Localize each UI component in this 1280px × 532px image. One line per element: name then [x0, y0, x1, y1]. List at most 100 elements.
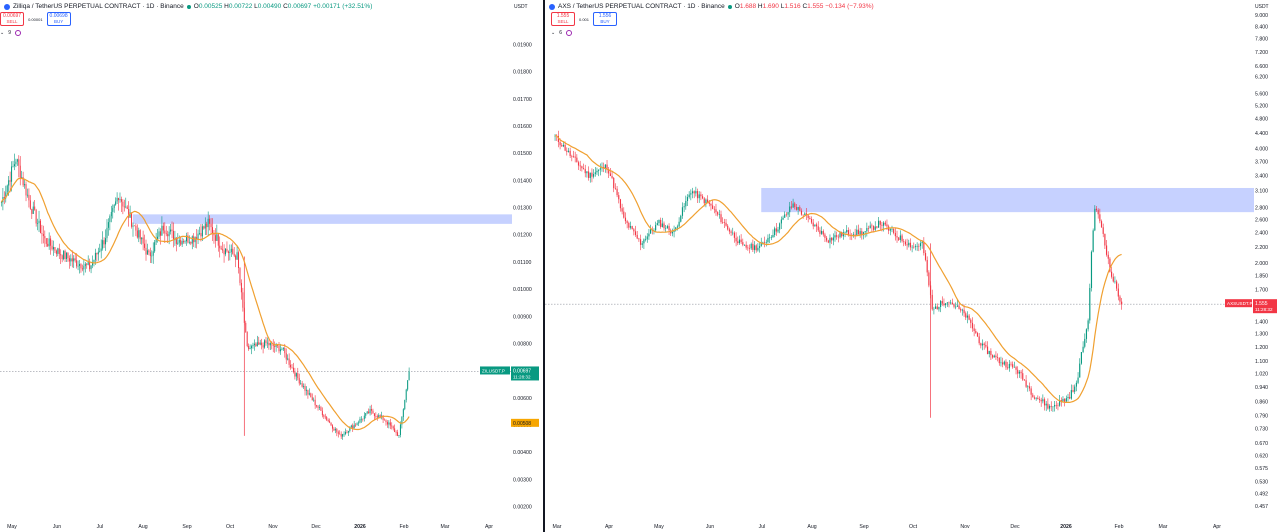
buy-button[interactable]: 1.556 BUY [593, 12, 618, 26]
candle [170, 229, 172, 232]
candle [1109, 258, 1111, 272]
candle [145, 247, 147, 255]
indicator-chevron-icon[interactable]: ⌄ [0, 30, 5, 36]
candle [764, 241, 766, 243]
candle [47, 243, 49, 247]
candle [31, 208, 33, 214]
candle [190, 241, 192, 244]
candle [291, 367, 293, 368]
candle [346, 432, 348, 433]
candle [314, 399, 316, 406]
candle [198, 233, 201, 234]
candle [1100, 221, 1103, 228]
candle [213, 233, 215, 236]
candle [321, 410, 323, 416]
candle [151, 255, 153, 257]
resistance-zone [132, 214, 512, 224]
axs-trade-buttons: 1.555 SELL 0.001 1.556 BUY [551, 12, 618, 26]
candle [329, 421, 331, 423]
candle [84, 263, 86, 267]
candle [586, 171, 588, 174]
candle [382, 415, 384, 420]
candle [955, 306, 957, 308]
candle [688, 194, 690, 198]
candle [353, 424, 355, 429]
y-tick-label: 0.940 [1255, 385, 1268, 391]
axs-price-chart[interactable]: 9.000 8.400 7.800 7.200 6.600 6.200 5.600 5.200… [545, 0, 1280, 532]
candle [38, 220, 40, 224]
pane-divider[interactable] [543, 0, 545, 532]
indicator-settings-icon[interactable] [14, 30, 21, 36]
candle [596, 170, 598, 173]
candle [58, 248, 60, 255]
candle [587, 171, 590, 178]
x-tick-label: Mar [553, 524, 562, 530]
x-tick-label: Aug [807, 524, 816, 530]
axs-chart-panel[interactable]: 9.000 8.400 7.800 7.200 6.600 6.200 5.600 5.200… [545, 0, 1280, 532]
zil-price-chart[interactable]: 0.01900 0.01800 0.01700 0.01600 0.01500 0.014… [0, 0, 543, 532]
candle [765, 242, 767, 243]
candle [616, 188, 618, 196]
candle [874, 226, 876, 230]
candle [859, 231, 861, 235]
candle [107, 222, 109, 228]
y-tick-label: 6.600 [1255, 64, 1268, 70]
candle [623, 211, 625, 218]
indicator-settings-icon[interactable] [565, 30, 572, 36]
zil-chart-title[interactable]: Zilliqa / TetherUS PERPETUAL CONTRACT · … [13, 3, 184, 10]
candle [951, 302, 953, 305]
candle [330, 422, 332, 426]
candle [333, 428, 335, 431]
candle [926, 259, 928, 273]
buy-button[interactable]: 0.00698 BUY [46, 12, 71, 26]
candle [300, 383, 302, 384]
candle [608, 169, 610, 174]
candle [883, 222, 885, 226]
sell-button[interactable]: 1.555 SELL [551, 12, 575, 26]
candle [1117, 288, 1119, 297]
candle [877, 220, 880, 228]
candle [824, 234, 826, 238]
candle [656, 223, 658, 226]
candle [369, 409, 371, 414]
candle [298, 378, 300, 384]
candle [946, 302, 948, 304]
countdown-timer: 11:28:32 [513, 374, 531, 379]
candle [1032, 394, 1034, 398]
candle [1114, 281, 1116, 283]
candle [733, 232, 736, 238]
candle [919, 243, 922, 247]
candle [122, 201, 124, 207]
candle [203, 226, 205, 229]
candle [1065, 398, 1067, 402]
candle [812, 222, 814, 227]
candle [15, 161, 17, 165]
candle [197, 233, 199, 240]
candle [1095, 208, 1098, 211]
candle [993, 355, 995, 358]
candle [13, 164, 15, 167]
candle [118, 197, 120, 201]
candle [898, 237, 900, 240]
candle [762, 241, 764, 243]
axs-logo-icon [549, 3, 555, 10]
candle [1069, 397, 1071, 399]
candle [157, 236, 159, 240]
candle [238, 252, 240, 269]
sell-button[interactable]: 0.00697 SELL [0, 12, 25, 26]
x-tick-label: Feb [400, 524, 409, 530]
candle [188, 241, 190, 243]
x-tick-label: Mar [1159, 524, 1168, 530]
zil-chart-panel[interactable]: 0.01900 0.01800 0.01700 0.01600 0.01500 0.014… [0, 0, 543, 532]
candle [196, 237, 198, 240]
candle [844, 232, 846, 233]
axs-chart-title[interactable]: AXS / TetherUS PERPETUAL CONTRACT · 1D ·… [558, 3, 725, 10]
candle [1087, 320, 1089, 330]
candle [856, 229, 858, 236]
candle [395, 432, 397, 433]
candle [923, 241, 925, 254]
candle [817, 226, 819, 231]
candle [240, 282, 242, 293]
candle [1104, 233, 1106, 246]
indicator-chevron-icon[interactable]: ⌄ [551, 30, 556, 36]
